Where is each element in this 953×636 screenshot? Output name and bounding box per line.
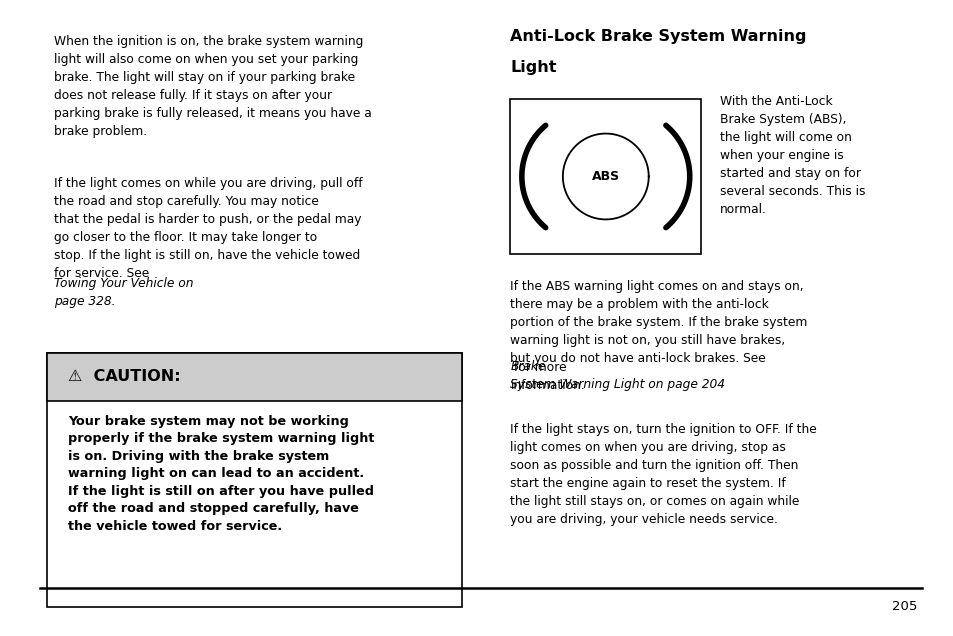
Text: ⚠  CAUTION:: ⚠ CAUTION: xyxy=(68,370,180,384)
Text: With the Anti-Lock
Brake System (ABS),
the light will come on
when your engine i: With the Anti-Lock Brake System (ABS), t… xyxy=(720,95,865,216)
Text: for more
information.: for more information. xyxy=(510,361,584,392)
FancyBboxPatch shape xyxy=(47,353,461,401)
FancyBboxPatch shape xyxy=(47,353,461,607)
Text: Light: Light xyxy=(510,60,557,76)
Text: Anti-Lock Brake System Warning: Anti-Lock Brake System Warning xyxy=(510,29,806,44)
Text: If the light comes on while you are driving, pull off
the road and stop carefull: If the light comes on while you are driv… xyxy=(54,177,363,280)
Text: When the ignition is on, the brake system warning
light will also come on when y: When the ignition is on, the brake syste… xyxy=(54,35,372,138)
Text: ABS: ABS xyxy=(591,170,619,183)
FancyBboxPatch shape xyxy=(510,99,700,254)
Text: 205: 205 xyxy=(891,600,917,612)
Text: If the ABS warning light comes on and stays on,
there may be a problem with the : If the ABS warning light comes on and st… xyxy=(510,280,807,365)
Text: Towing Your Vehicle on
page 328.: Towing Your Vehicle on page 328. xyxy=(54,277,193,308)
Text: Your brake system may not be working
properly if the brake system warning light
: Your brake system may not be working pro… xyxy=(68,415,374,533)
Text: Brake
System Warning Light on page 204: Brake System Warning Light on page 204 xyxy=(510,360,724,391)
Text: If the light stays on, turn the ignition to OFF. If the
light comes on when you : If the light stays on, turn the ignition… xyxy=(510,423,817,526)
